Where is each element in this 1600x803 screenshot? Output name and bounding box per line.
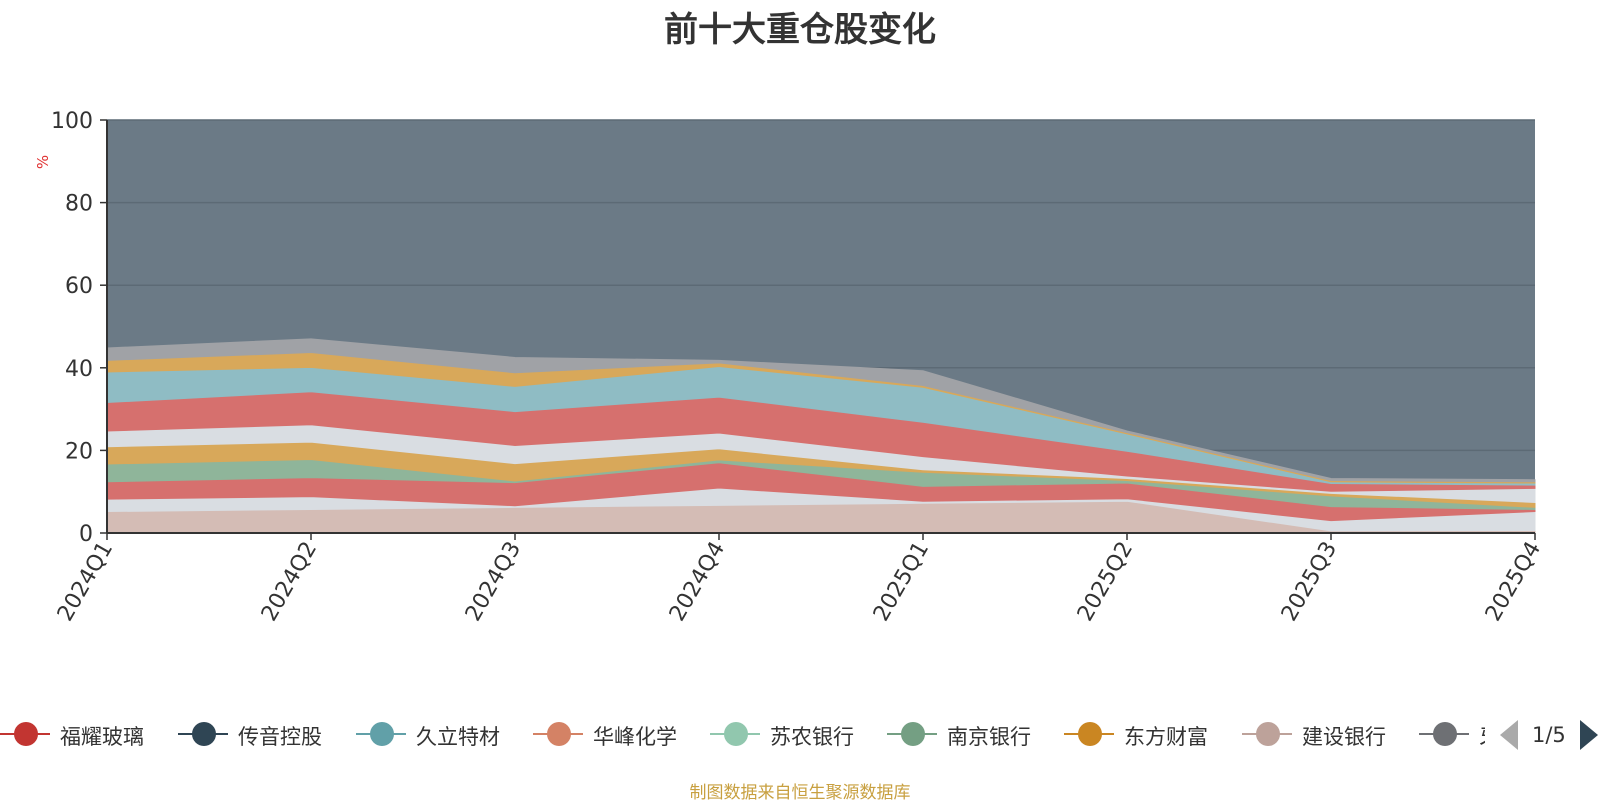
legend-label: 苏农银行 [770,725,854,749]
legend-pager: 1/5 [1500,718,1598,752]
x-tick-label: 2025Q2 [1073,538,1138,626]
x-tick-label: 2024Q4 [665,538,730,626]
y-axis-label: % [34,155,52,169]
legend-label: 东方财富 [1124,725,1208,749]
legend-marker-icon [370,722,394,746]
legend-label: 建设银行 [1302,725,1386,749]
legend-label: 华峰化学 [593,725,677,749]
y-tick-label: 60 [65,274,93,299]
legend-marker-icon [1078,722,1102,746]
legend-label: 南京银行 [947,725,1031,749]
y-tick-label: 0 [79,522,93,547]
legend-marker-icon [547,722,571,746]
legend-label: 久立特材 [416,725,500,749]
legend-label: 牙 [1479,721,1485,751]
y-tick-label: 80 [65,192,93,217]
legend-prev-page-icon[interactable] [1500,720,1518,750]
y-tick-label: 40 [65,357,93,382]
y-tick-label: 20 [65,439,93,464]
legend-marker-icon [1256,722,1280,746]
x-tick-label: 2025Q1 [869,538,934,626]
source-note: 制图数据来自恒生聚源数据库 [689,783,911,803]
legend-marker-icon [14,722,38,746]
area-band-10[interactable] [106,338,1536,483]
legend-marker-icon [192,722,216,746]
x-tick-label: 2025Q4 [1481,538,1546,626]
legend-marker-icon [724,722,748,746]
chart-title: 前十大重仓股变化 [664,10,936,50]
x-tick-label: 2024Q2 [257,538,322,626]
legend: 福耀玻璃 传音控股 久立特材 华峰化学 苏农银行 南京银行 东方财富 建设银行 牙 [0,716,1485,756]
legend-next-page-icon[interactable] [1579,720,1598,750]
area-series-layer [106,338,1536,534]
x-tick-label: 2025Q3 [1277,538,1342,626]
legend-label: 传音控股 [238,725,322,749]
x-tick-label: 2024Q1 [53,538,118,626]
legend-page-indicator: 1/5 [1532,723,1566,747]
x-tick-label: 2024Q3 [461,538,526,626]
legend-label: 福耀玻璃 [60,725,144,749]
legend-marker-icon [901,722,925,746]
legend-marker-icon [1433,722,1457,746]
y-tick-label: 100 [51,109,93,134]
